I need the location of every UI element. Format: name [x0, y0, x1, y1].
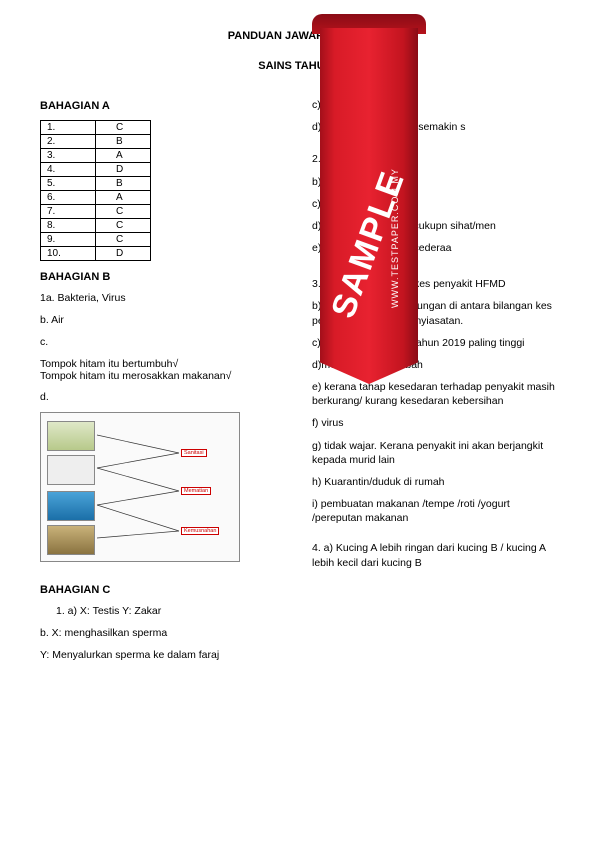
diagram-image	[47, 491, 95, 521]
content-columns: BAHAGIAN A 1.C 2.B 3.A 4.D 5.B 6.A 7.C 8…	[40, 90, 560, 670]
section-c-title: BAHAGIAN C	[40, 584, 288, 596]
table-row: 6.A	[41, 191, 151, 205]
diagram-label: Mematian	[181, 487, 211, 495]
table-row: 9.C	[41, 233, 151, 247]
table-row: 4.D	[41, 163, 151, 177]
answer-text: c) sperma	[312, 98, 560, 112]
answer-text: d) memak am/tidur secukupn sihat/men	[312, 219, 560, 233]
answer-text: Tompok hitam itu bertumbuh√	[40, 358, 288, 370]
section-a-title: BAHAGIAN A	[40, 100, 288, 112]
answer-text: c) Menari/ ndengar dll	[312, 197, 560, 211]
matching-diagram: Sanitasi Mematian Kemusnahan	[40, 412, 240, 562]
answer-text: d)meningkat/bertambah	[312, 358, 560, 372]
section-b-title: BAHAGIAN B	[40, 271, 288, 283]
table-row: 8.C	[41, 219, 151, 233]
diagram-image	[47, 525, 95, 555]
answer-text: c) Bilangan kes pada tahun 2019 paling t…	[312, 336, 560, 350]
answer-text: 2.a) Murid a	[312, 152, 560, 166]
answer-text: d) manusia n manusia semakin s	[312, 120, 560, 134]
answer-table: 1.C 2.B 3.A 4.D 5.B 6.A 7.C 8.C 9.C 10.D	[40, 120, 151, 261]
page-subtitle: SAINS TAHUN 6	[40, 60, 560, 72]
answer-text: h) Kuarantin/duduk di rumah	[312, 475, 560, 489]
table-row: 7.C	[41, 205, 151, 219]
answer-text: f) virus	[312, 416, 560, 430]
answer-text: g) tidak wajar. Kerana penyakit ini akan…	[312, 439, 560, 467]
answer-text: b) Untuk mengkaji hubungan di antara bil…	[312, 299, 560, 327]
answer-text: 3.a) Tahun / Bilangan kes penyakit HFMD	[312, 277, 560, 291]
answer-text: d.	[40, 390, 288, 404]
answer-text: b. X: menghasilkan sperma	[40, 626, 288, 640]
answer-text: Tompok hitam itu merosakkan makanan√	[40, 370, 288, 382]
table-row: 10.D	[41, 247, 151, 261]
diagram-label: Kemusnahan	[181, 527, 219, 535]
table-row: 3.A	[41, 149, 151, 163]
answer-text: 1a. Bakteria, Virus	[40, 291, 288, 305]
answer-text: c.	[40, 335, 288, 349]
diagram-label: Sanitasi	[181, 449, 207, 457]
left-column: BAHAGIAN A 1.C 2.B 3.A 4.D 5.B 6.A 7.C 8…	[40, 90, 288, 670]
page-title: PANDUAN JAWAPAN UPSA	[40, 30, 560, 42]
answer-text: e) kerana tahap kesedaran terhadap penya…	[312, 380, 560, 408]
table-row: 5.B	[41, 177, 151, 191]
answer-text: e)untuk m mat dari kecederaa	[312, 241, 560, 255]
table-row: 1.C	[41, 121, 151, 135]
answer-text: 1. a) X: Testis Y: Zakar	[40, 604, 288, 618]
answer-text: 4. a) Kucing A lebih ringan dari kucing …	[312, 541, 560, 569]
right-column: c) sperma d) manusia n manusia semakin s…	[312, 90, 560, 670]
answer-text: b) Otak	[312, 175, 560, 189]
answer-text: Y: Menyalurkan sperma ke dalam faraj	[40, 648, 288, 662]
answer-text: i) pembuatan makanan /tempe /roti /yogur…	[312, 497, 560, 525]
answer-text: b. Air	[40, 313, 288, 327]
diagram-image	[47, 421, 95, 451]
table-row: 2.B	[41, 135, 151, 149]
diagram-image	[47, 455, 95, 485]
